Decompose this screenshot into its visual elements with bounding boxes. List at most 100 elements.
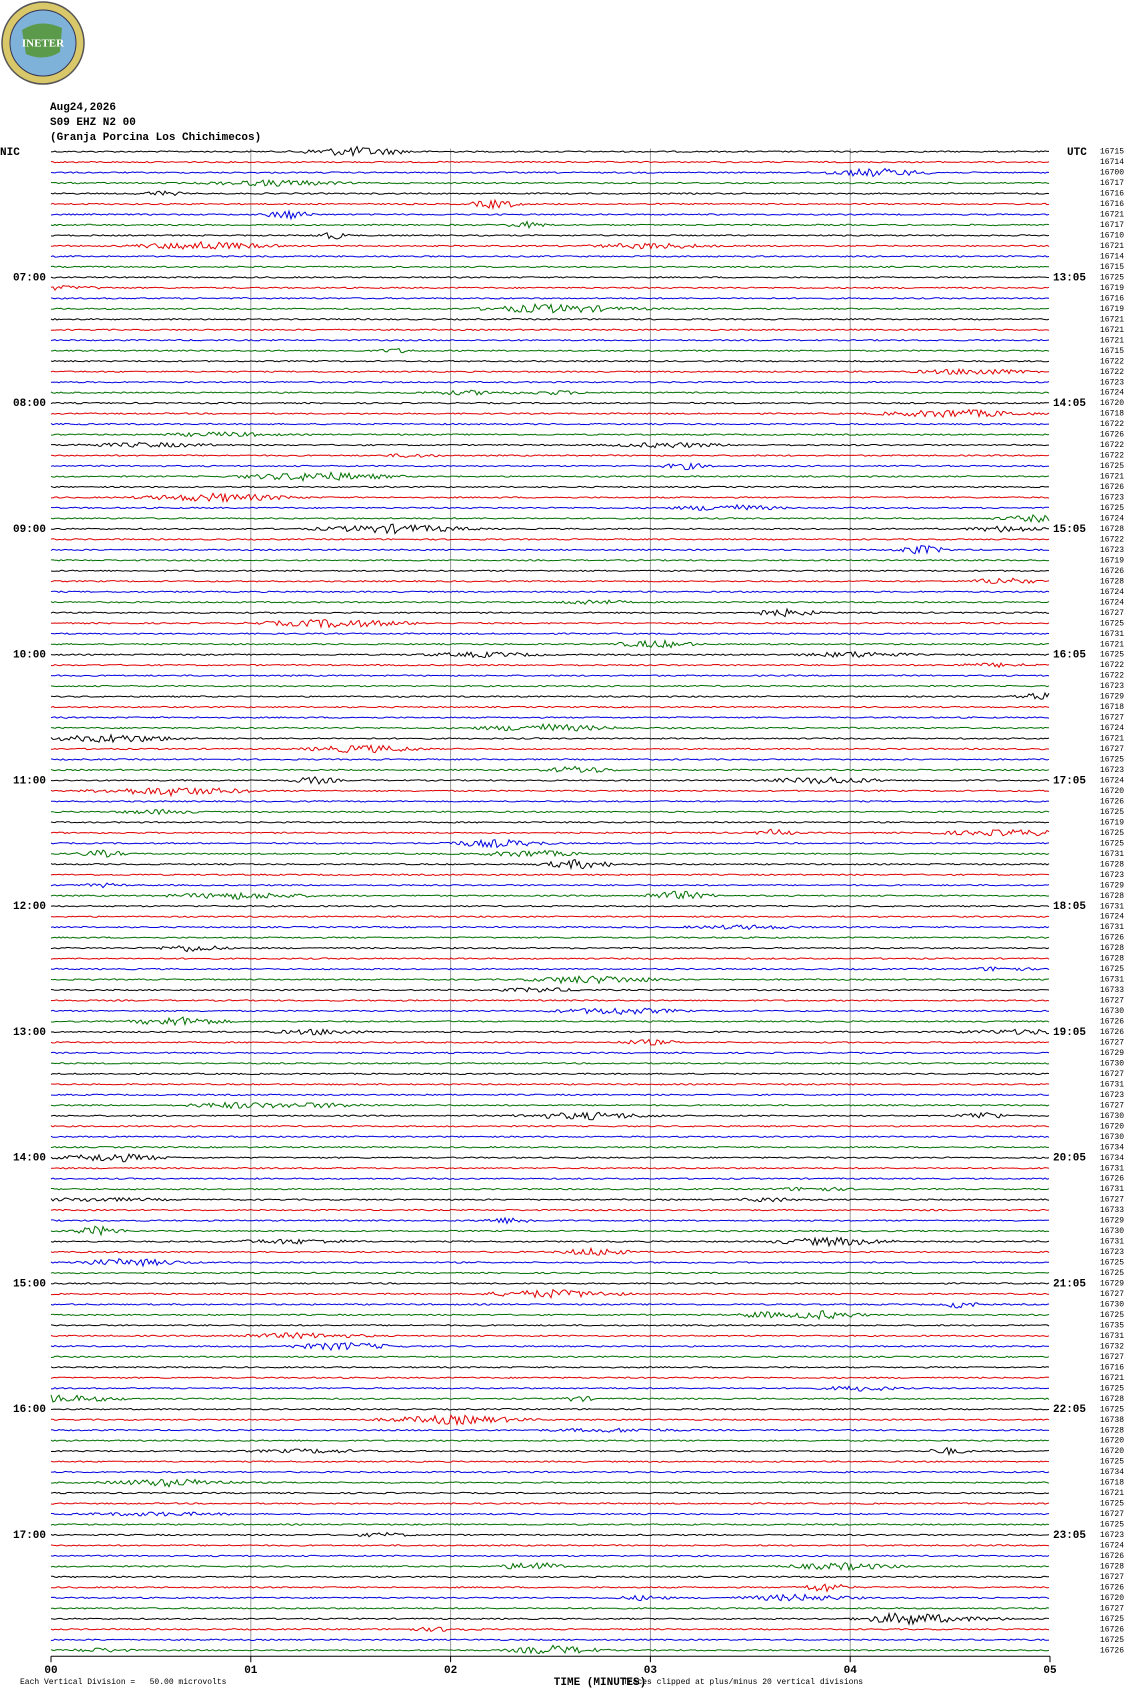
- trace: [50, 1394, 1050, 1403]
- left-hour-label: 13:00: [13, 1027, 46, 1039]
- trace-id: 16731: [1100, 923, 1124, 932]
- trace: [50, 858, 1050, 871]
- trace-id: 16727: [1100, 1290, 1124, 1299]
- trace-id: 16738: [1100, 1416, 1124, 1425]
- trace-id: 16724: [1100, 389, 1124, 398]
- trace: [50, 297, 1050, 300]
- trace-id: 16725: [1100, 756, 1124, 765]
- trace-id: 16726: [1100, 1646, 1124, 1655]
- trace-id: 16727: [1100, 1573, 1124, 1582]
- scale-note: Each Vertical Division = 50.00 microvolt…: [20, 1678, 227, 1687]
- trace-id: 16725: [1100, 965, 1124, 974]
- trace: [50, 389, 1050, 396]
- trace-id: 16722: [1100, 452, 1124, 461]
- trace-id: 16725: [1100, 1384, 1124, 1393]
- trace: [50, 966, 1050, 972]
- trace: [50, 662, 1050, 669]
- trace-id: 16725: [1100, 273, 1124, 282]
- trace-id: 16721: [1100, 1374, 1124, 1383]
- trace: [50, 408, 1050, 419]
- right-hour-label: 17:05: [1053, 775, 1086, 787]
- trace: [50, 1111, 1050, 1121]
- x-tick-label: 05: [1043, 1665, 1057, 1677]
- x-tick-label: 03: [644, 1665, 658, 1677]
- trace: [50, 1554, 1050, 1558]
- trace-id: 16723: [1100, 494, 1124, 503]
- trace-id: 16728: [1100, 1395, 1124, 1404]
- trace-id: 16721: [1100, 211, 1124, 220]
- trace-id: 16726: [1100, 1625, 1124, 1634]
- trace-id: 16722: [1100, 535, 1124, 544]
- trace: [50, 545, 1050, 555]
- trace-id: 16727: [1100, 1070, 1124, 1079]
- trace-id: 16723: [1100, 871, 1124, 880]
- trace-id: 16715: [1100, 263, 1124, 272]
- trace-id: 16715: [1100, 347, 1124, 356]
- trace: [50, 1523, 1050, 1526]
- trace: [50, 590, 1050, 594]
- trace: [50, 367, 1050, 376]
- trace: [51, 492, 1050, 504]
- trace: [51, 1638, 1050, 1642]
- trace-id: 16721: [1100, 473, 1124, 482]
- trace: [50, 220, 1050, 230]
- trace-id: 16731: [1100, 1238, 1124, 1247]
- trace-id: 16722: [1100, 441, 1124, 450]
- trace-id: 16723: [1100, 546, 1124, 555]
- trace-id: 16732: [1100, 1342, 1124, 1351]
- trace: [51, 1413, 1050, 1427]
- trace: [50, 1282, 1050, 1285]
- trace-id: 16722: [1100, 357, 1124, 366]
- left-hour-label: 08:00: [13, 398, 46, 410]
- trace-id: 16720: [1100, 787, 1124, 796]
- trace-id: 16729: [1100, 1280, 1124, 1289]
- trace: [50, 986, 1050, 993]
- trace-id: 16726: [1100, 1175, 1124, 1184]
- trace-id: 16733: [1100, 986, 1124, 995]
- trace: [50, 632, 1050, 635]
- right-hour-label: 22:05: [1053, 1404, 1086, 1416]
- right-hour-label: 13:05: [1053, 272, 1086, 284]
- trace: [50, 1007, 1050, 1016]
- trace-id: 16731: [1100, 1164, 1124, 1173]
- trace-id: 16722: [1100, 368, 1124, 377]
- trace: [51, 558, 1050, 562]
- right-axis-title: UTC: [1067, 147, 1087, 159]
- x-tick-label: 01: [244, 1665, 258, 1677]
- trace: [50, 209, 1050, 221]
- trace-id: 16721: [1100, 326, 1124, 335]
- trace: [50, 190, 1050, 197]
- left-hour-label: 07:00: [13, 272, 46, 284]
- trace-id: 16724: [1100, 1542, 1124, 1551]
- trace: [50, 523, 1049, 535]
- trace-id: 16726: [1100, 483, 1124, 492]
- trace: [51, 1186, 1050, 1192]
- trace-id: 16724: [1100, 777, 1124, 786]
- trace-id: 16720: [1100, 1594, 1124, 1603]
- trace-id: 16728: [1100, 955, 1124, 964]
- trace: [50, 674, 1050, 677]
- trace-id: 16721: [1100, 315, 1124, 324]
- trace-id: 16710: [1100, 232, 1124, 241]
- trace: [50, 1153, 1050, 1163]
- trace: [51, 743, 1050, 754]
- trace-id: 16721: [1100, 735, 1124, 744]
- trace: [50, 882, 1050, 889]
- trace-id: 16716: [1100, 200, 1124, 209]
- trace: [50, 1607, 1050, 1610]
- trace-id: 16725: [1100, 504, 1124, 513]
- right-hour-label: 23:05: [1053, 1530, 1086, 1542]
- trace: [50, 915, 1050, 918]
- trace-id: 16727: [1100, 1039, 1124, 1048]
- trace-id: 16729: [1100, 693, 1124, 702]
- trace: [50, 838, 1050, 849]
- trace-id: 16730: [1100, 1059, 1124, 1068]
- left-hour-label: 14:00: [13, 1153, 46, 1165]
- left-hour-label: 10:00: [13, 650, 46, 662]
- trace-id: 16717: [1100, 221, 1124, 230]
- trace: [50, 513, 1050, 524]
- trace-id: 16734: [1100, 1468, 1124, 1477]
- trace: [50, 1208, 1050, 1212]
- trace: [50, 821, 1049, 824]
- trace: [50, 1082, 1050, 1086]
